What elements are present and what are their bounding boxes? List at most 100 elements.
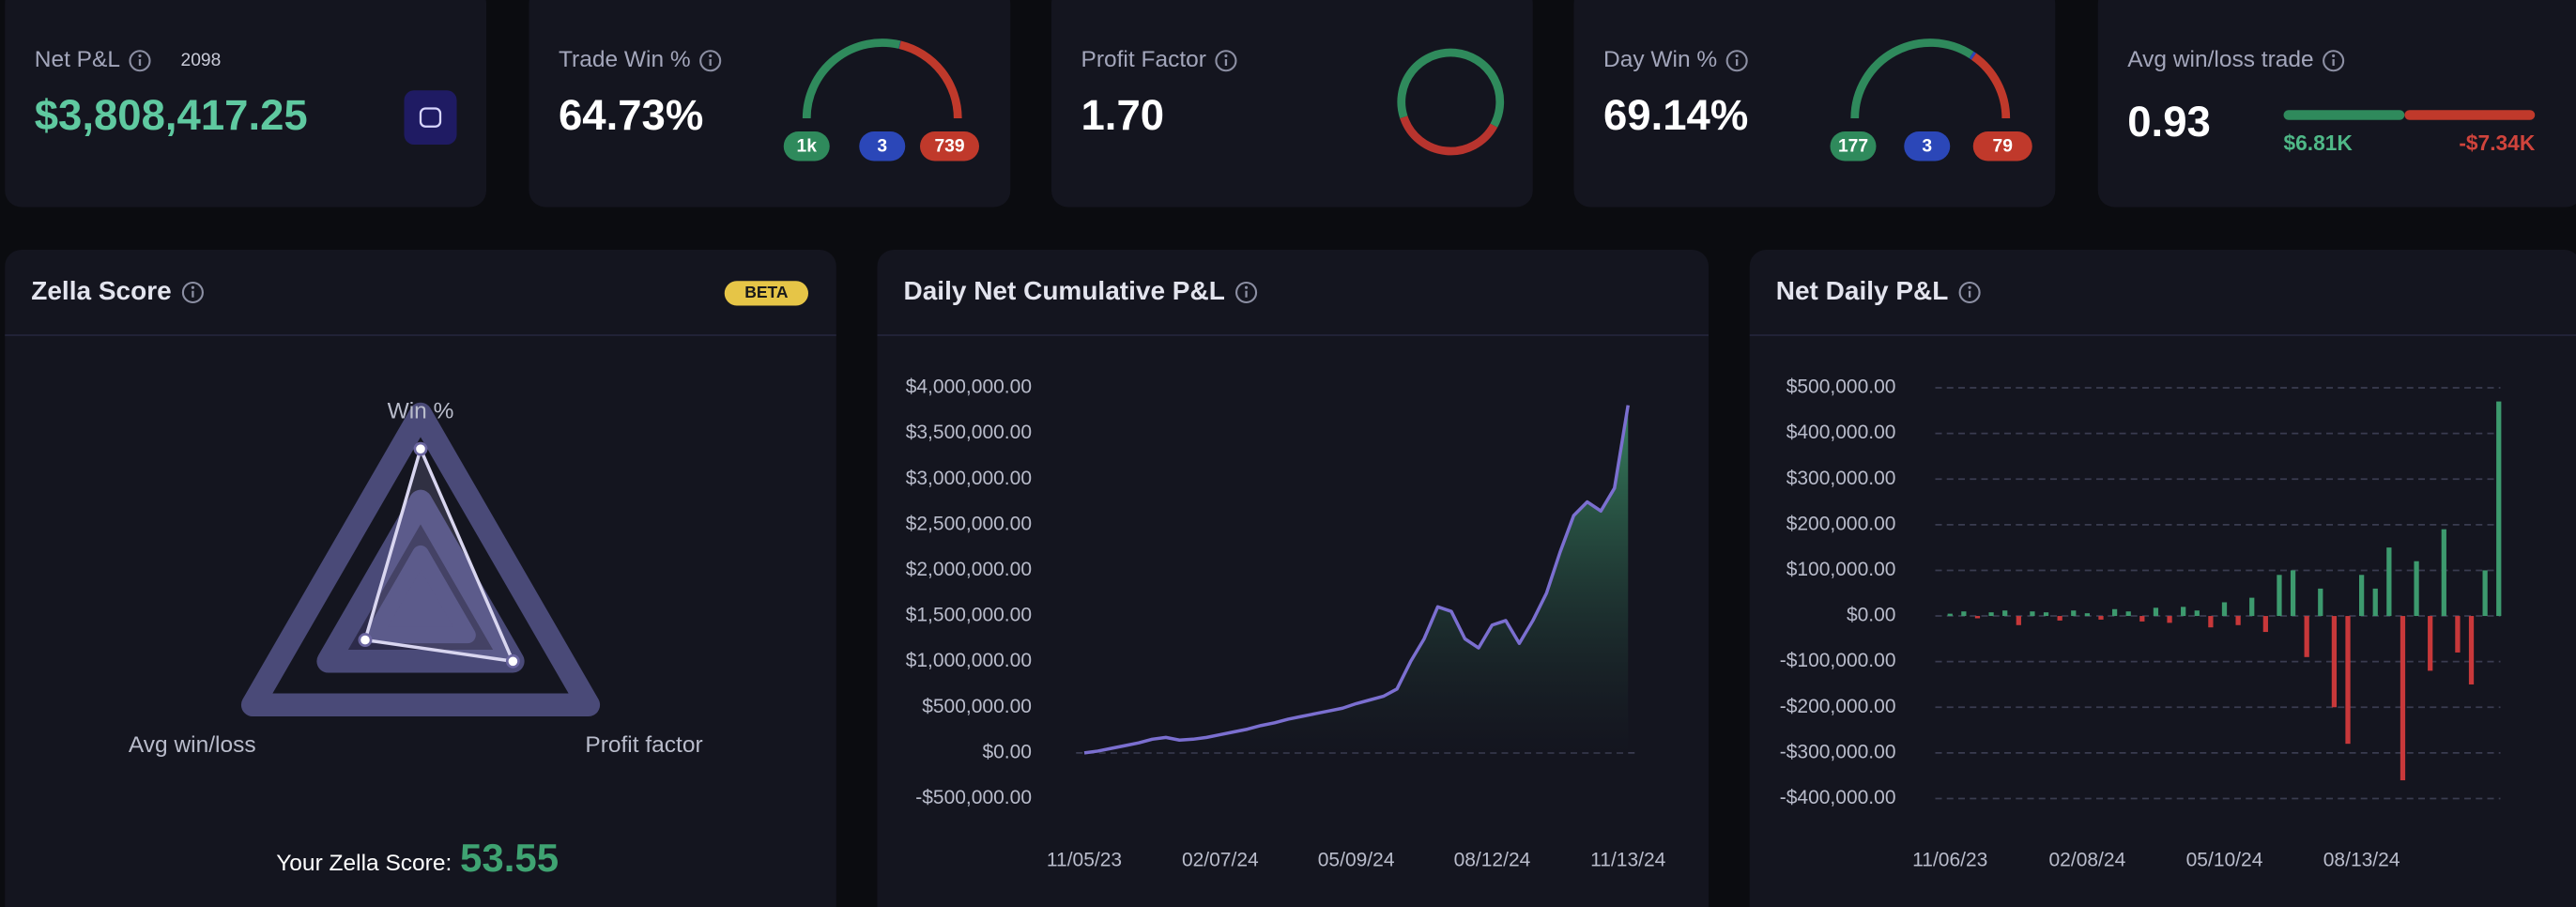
gauge-segment bbox=[802, 38, 901, 119]
y-tick-label: $200,000.00 bbox=[1786, 513, 1896, 534]
radar-axis-label: Win % bbox=[388, 399, 454, 424]
bar bbox=[2318, 588, 2323, 617]
bar bbox=[2290, 570, 2296, 617]
bar bbox=[2249, 597, 2255, 617]
beta-label: BETA bbox=[744, 283, 789, 301]
net-pnl-value: $3,808,417.25 bbox=[35, 91, 308, 139]
gauge-pill bbox=[1972, 131, 2032, 161]
panel-title: Daily Net Cumulative P&L bbox=[904, 276, 1225, 305]
bar bbox=[2277, 575, 2282, 617]
bar bbox=[2441, 529, 2446, 617]
bar bbox=[2221, 602, 2228, 617]
bar bbox=[2016, 616, 2021, 625]
y-tick-label: $1,500,000.00 bbox=[906, 605, 1032, 626]
bar bbox=[2181, 607, 2186, 617]
bar bbox=[2043, 612, 2049, 617]
x-tick-label: 02/07/24 bbox=[1182, 850, 1259, 871]
x-tick-label: 05/10/24 bbox=[2186, 850, 2263, 871]
x-tick-label: 08/13/24 bbox=[2323, 850, 2400, 871]
bar bbox=[2125, 611, 2131, 617]
avg-loss-bar bbox=[2404, 110, 2536, 120]
donut-win bbox=[1397, 48, 1505, 128]
bar bbox=[2235, 616, 2241, 625]
day-win-value: 69.14% bbox=[1603, 91, 1748, 139]
y-tick-label: $500,000.00 bbox=[1786, 377, 1896, 398]
bar bbox=[2208, 616, 2214, 628]
gauge-pill bbox=[1830, 131, 1877, 161]
gauge-pill bbox=[783, 131, 830, 161]
y-tick-label: -$300,000.00 bbox=[1780, 741, 1896, 762]
stat-cards: Net P&L Trade Win % Profit Factor Day Win %… bbox=[5, 0, 2576, 208]
report-icon bbox=[419, 107, 442, 128]
report-button[interactable] bbox=[404, 90, 457, 145]
avg-win-bar bbox=[2283, 110, 2405, 120]
bar bbox=[2496, 401, 2502, 617]
bar bbox=[2455, 616, 2461, 653]
card bbox=[2097, 0, 2576, 208]
info-icon[interactable] bbox=[1958, 281, 1981, 304]
info-icon[interactable] bbox=[181, 281, 204, 304]
bar bbox=[2002, 610, 2008, 617]
bar bbox=[2468, 616, 2475, 684]
bar bbox=[2153, 607, 2159, 617]
bar bbox=[2057, 616, 2062, 621]
card-label: Avg win/loss trade bbox=[2127, 47, 2313, 72]
bar bbox=[2428, 616, 2433, 671]
beta-badge bbox=[724, 281, 808, 306]
gauge-pill-label: 3 bbox=[1922, 137, 1932, 157]
info-icon[interactable] bbox=[2323, 50, 2345, 72]
y-tick-label: $2,000,000.00 bbox=[906, 559, 1032, 580]
bar bbox=[2030, 611, 2035, 617]
info-icon[interactable] bbox=[699, 50, 722, 72]
gauge-pill-label: 3 bbox=[877, 137, 887, 157]
bar bbox=[2262, 616, 2268, 633]
y-tick-label: $3,000,000.00 bbox=[906, 468, 1032, 489]
bar bbox=[1988, 612, 1994, 617]
info-icon-dot bbox=[709, 54, 713, 58]
score-value: 53.55 bbox=[460, 836, 559, 880]
y-tick-label: $0.00 bbox=[982, 741, 1032, 762]
bar bbox=[2414, 561, 2419, 617]
info-icon[interactable] bbox=[1215, 50, 1237, 72]
gauge-pill bbox=[920, 131, 979, 161]
radar-core bbox=[365, 545, 476, 644]
bar bbox=[2482, 570, 2488, 617]
info-icon-dot bbox=[191, 285, 194, 289]
x-tick-label: 08/12/24 bbox=[1454, 850, 1531, 871]
info-icon-dot bbox=[1224, 54, 1228, 58]
gauge-pill-label: 177 bbox=[1838, 137, 1868, 157]
radar-ring bbox=[240, 402, 601, 716]
bar bbox=[2167, 616, 2172, 623]
card-label: Trade Win % bbox=[559, 47, 691, 72]
bar bbox=[2331, 616, 2338, 708]
bar bbox=[2071, 610, 2077, 617]
gauge-pill bbox=[859, 131, 906, 161]
y-tick-label: -$200,000.00 bbox=[1780, 696, 1896, 717]
card-label: Net P&L bbox=[35, 47, 120, 72]
bar bbox=[2304, 616, 2309, 657]
radar-point bbox=[358, 633, 373, 648]
info-icon-dot bbox=[1244, 285, 1249, 289]
gauge-segment bbox=[1850, 38, 1974, 119]
info-icon[interactable] bbox=[129, 50, 151, 72]
card-label: Profit Factor bbox=[1081, 47, 1206, 72]
radar-point bbox=[505, 653, 520, 669]
bar bbox=[1961, 611, 1967, 617]
trade-count: 2098 bbox=[181, 51, 222, 70]
y-tick-label: $300,000.00 bbox=[1786, 468, 1896, 489]
x-tick-label: 11/13/24 bbox=[1590, 850, 1666, 871]
x-tick-label: 11/06/23 bbox=[1912, 850, 1987, 871]
x-tick-label: 02/08/24 bbox=[2049, 850, 2126, 871]
info-icon[interactable] bbox=[1235, 281, 1258, 304]
gauge-segment bbox=[898, 40, 962, 119]
card-label: Day Win % bbox=[1603, 47, 1717, 72]
bar bbox=[2194, 610, 2200, 617]
bar bbox=[2372, 588, 2378, 617]
bar bbox=[2345, 616, 2351, 745]
info-icon-dot bbox=[138, 54, 142, 58]
trade-win-value: 64.73% bbox=[559, 91, 703, 139]
card bbox=[1051, 0, 1533, 208]
bar bbox=[2084, 613, 2090, 617]
info-icon[interactable] bbox=[1725, 50, 1748, 72]
y-tick-label: -$100,000.00 bbox=[1780, 650, 1896, 671]
